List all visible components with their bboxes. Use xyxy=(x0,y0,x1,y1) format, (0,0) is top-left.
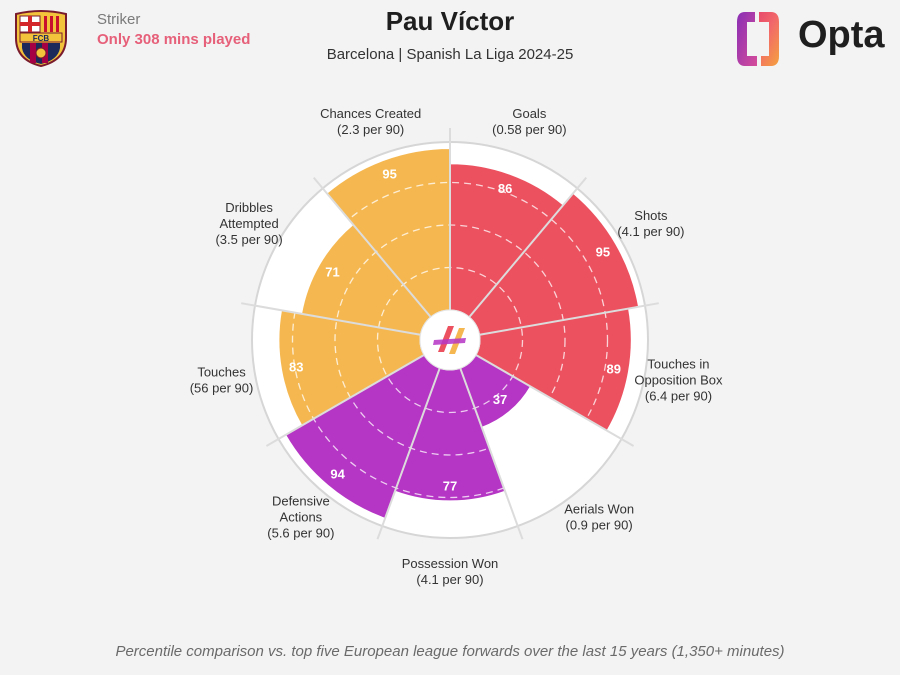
spoke-line xyxy=(312,176,432,318)
barcelona-crest-icon: FCB xyxy=(15,10,67,68)
value-label: 77 xyxy=(443,478,457,493)
svg-text:FCB: FCB xyxy=(33,34,50,43)
category-name: Attempted xyxy=(219,216,278,231)
spoke-line xyxy=(459,367,524,540)
category-name: Chances Created xyxy=(320,106,421,121)
category-label: Shots(4.1 per 90) xyxy=(617,208,684,239)
category-per90: (0.58 per 90) xyxy=(492,122,566,137)
value-label: 95 xyxy=(596,244,610,259)
category-per90: (4.1 per 90) xyxy=(416,572,483,587)
value-label: 37 xyxy=(493,392,507,407)
category-name: Touches xyxy=(197,364,246,379)
spoke-line xyxy=(475,354,635,447)
minutes-played-note: Only 308 mins played xyxy=(97,31,251,48)
category-per90: (4.1 per 90) xyxy=(617,224,684,239)
category-label: Chances Created(2.3 per 90) xyxy=(320,106,421,137)
category-name: Actions xyxy=(280,510,323,525)
category-label: Possession Won(4.1 per 90) xyxy=(402,556,499,587)
value-label: 95 xyxy=(382,167,396,182)
category-label: Touches(56 per 90) xyxy=(190,364,254,395)
value-label: 94 xyxy=(330,466,345,481)
category-name: Goals xyxy=(512,106,546,121)
spoke-line xyxy=(265,354,425,447)
category-name: Opposition Box xyxy=(634,372,723,387)
category-per90: (2.3 per 90) xyxy=(337,122,404,137)
spoke-line xyxy=(479,302,659,336)
category-per90: (5.6 per 90) xyxy=(267,526,334,541)
category-name: Dribbles xyxy=(225,200,273,215)
value-label: 89 xyxy=(607,361,621,376)
center-logo-icon xyxy=(438,326,454,352)
grid-ring xyxy=(291,181,609,499)
value-label: 86 xyxy=(498,181,512,196)
category-name: Defensive xyxy=(272,494,330,509)
category-label: Aerials Won(0.9 per 90) xyxy=(564,502,634,533)
spoke-line xyxy=(376,367,441,540)
category-per90: (0.9 per 90) xyxy=(566,518,633,533)
chart-category-labels: Goals(0.58 per 90)Shots(4.1 per 90)Touch… xyxy=(190,106,723,587)
chart-center-logo xyxy=(419,309,481,371)
category-name: Aerials Won xyxy=(564,502,634,517)
category-label: Goals(0.58 per 90) xyxy=(492,106,566,137)
category-name: Possession Won xyxy=(402,556,499,571)
footnote: Percentile comparison vs. top five Europ… xyxy=(115,643,785,660)
value-label: 83 xyxy=(289,360,303,375)
spoke-line xyxy=(468,176,588,318)
page-subtitle: Barcelona | Spanish La Liga 2024-25 xyxy=(326,46,574,63)
chart-value-labels: 86 95 89 37 77 94 83 71 95 xyxy=(289,167,621,494)
category-per90: (56 per 90) xyxy=(190,380,254,395)
center-logo-icon xyxy=(433,338,466,345)
opta-logo-icon xyxy=(737,12,779,66)
header: FCB Striker Only 308 mins played Pau Víc… xyxy=(0,0,900,90)
chart-gridlines xyxy=(241,128,659,540)
category-name: Shots xyxy=(634,208,668,223)
player-position: Striker xyxy=(97,11,141,28)
category-per90: (3.5 per 90) xyxy=(215,232,282,247)
page-title: Pau Víctor xyxy=(385,6,515,36)
spoke-line xyxy=(241,302,421,336)
category-name: Touches in xyxy=(647,356,709,371)
value-label: 71 xyxy=(325,265,339,280)
opta-wordmark: Opta xyxy=(798,14,885,56)
category-per90: (6.4 per 90) xyxy=(645,388,712,403)
